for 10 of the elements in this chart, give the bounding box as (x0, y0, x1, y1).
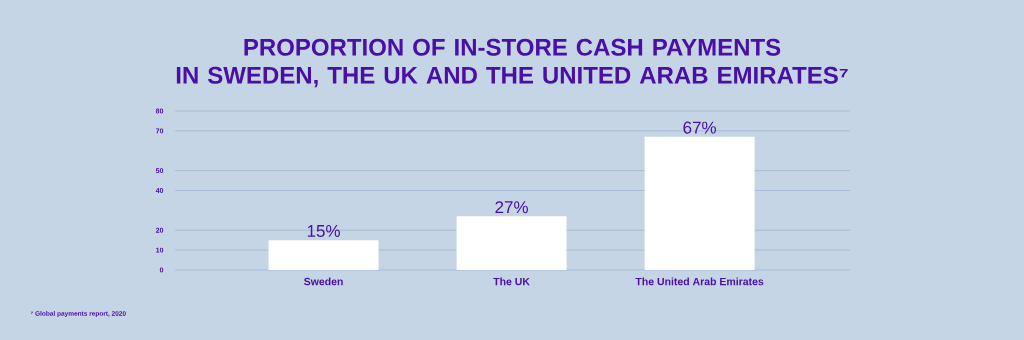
x-tick-label: Sweden (304, 277, 343, 286)
data-label: 67% (683, 121, 716, 134)
bar (644, 136, 755, 270)
bar (456, 216, 567, 270)
data-label: 27% (495, 201, 528, 214)
chart-title: PROPORTION OF IN-STORE CASH PAYMENTS IN SWEDEN, THE UK AND THE UNITED ARAB EMIRATES⁷ (176, 38, 848, 88)
x-tick-label: The UK (493, 277, 530, 286)
data-label: 15% (307, 225, 340, 237)
bar (268, 240, 379, 270)
x-tick-label: The United Arab Emirates (635, 277, 764, 286)
